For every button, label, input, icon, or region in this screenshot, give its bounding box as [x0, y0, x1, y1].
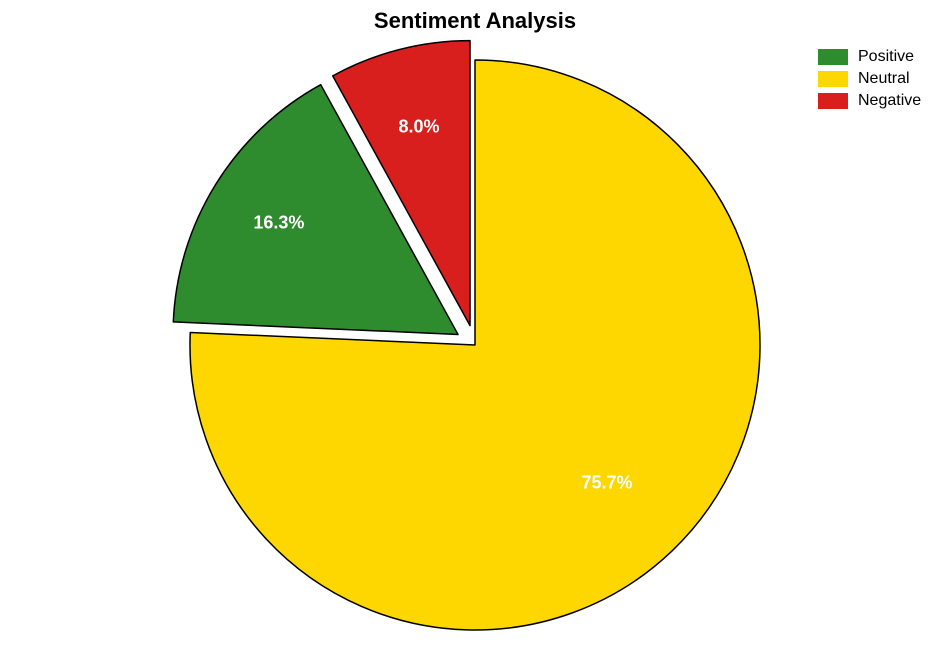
legend: Positive Neutral Negative: [818, 48, 921, 114]
legend-item-positive: Positive: [818, 48, 921, 66]
legend-swatch: [818, 49, 848, 65]
legend-swatch: [818, 71, 848, 87]
slice-label-positive: 16.3%: [253, 213, 304, 234]
slice-label-negative: 8.0%: [398, 116, 439, 137]
legend-item-neutral: Neutral: [818, 70, 921, 88]
sentiment-pie-chart: Sentiment Analysis PositiveNeutralNegati…: [0, 0, 950, 662]
slice-label-neutral: 75.7%: [581, 472, 632, 493]
legend-label: Neutral: [858, 70, 910, 88]
legend-swatch: [818, 93, 848, 109]
legend-label: Negative: [858, 92, 921, 110]
legend-label: Positive: [858, 48, 914, 66]
pie-svg: [0, 0, 950, 662]
legend-item-negative: Negative: [818, 92, 921, 110]
